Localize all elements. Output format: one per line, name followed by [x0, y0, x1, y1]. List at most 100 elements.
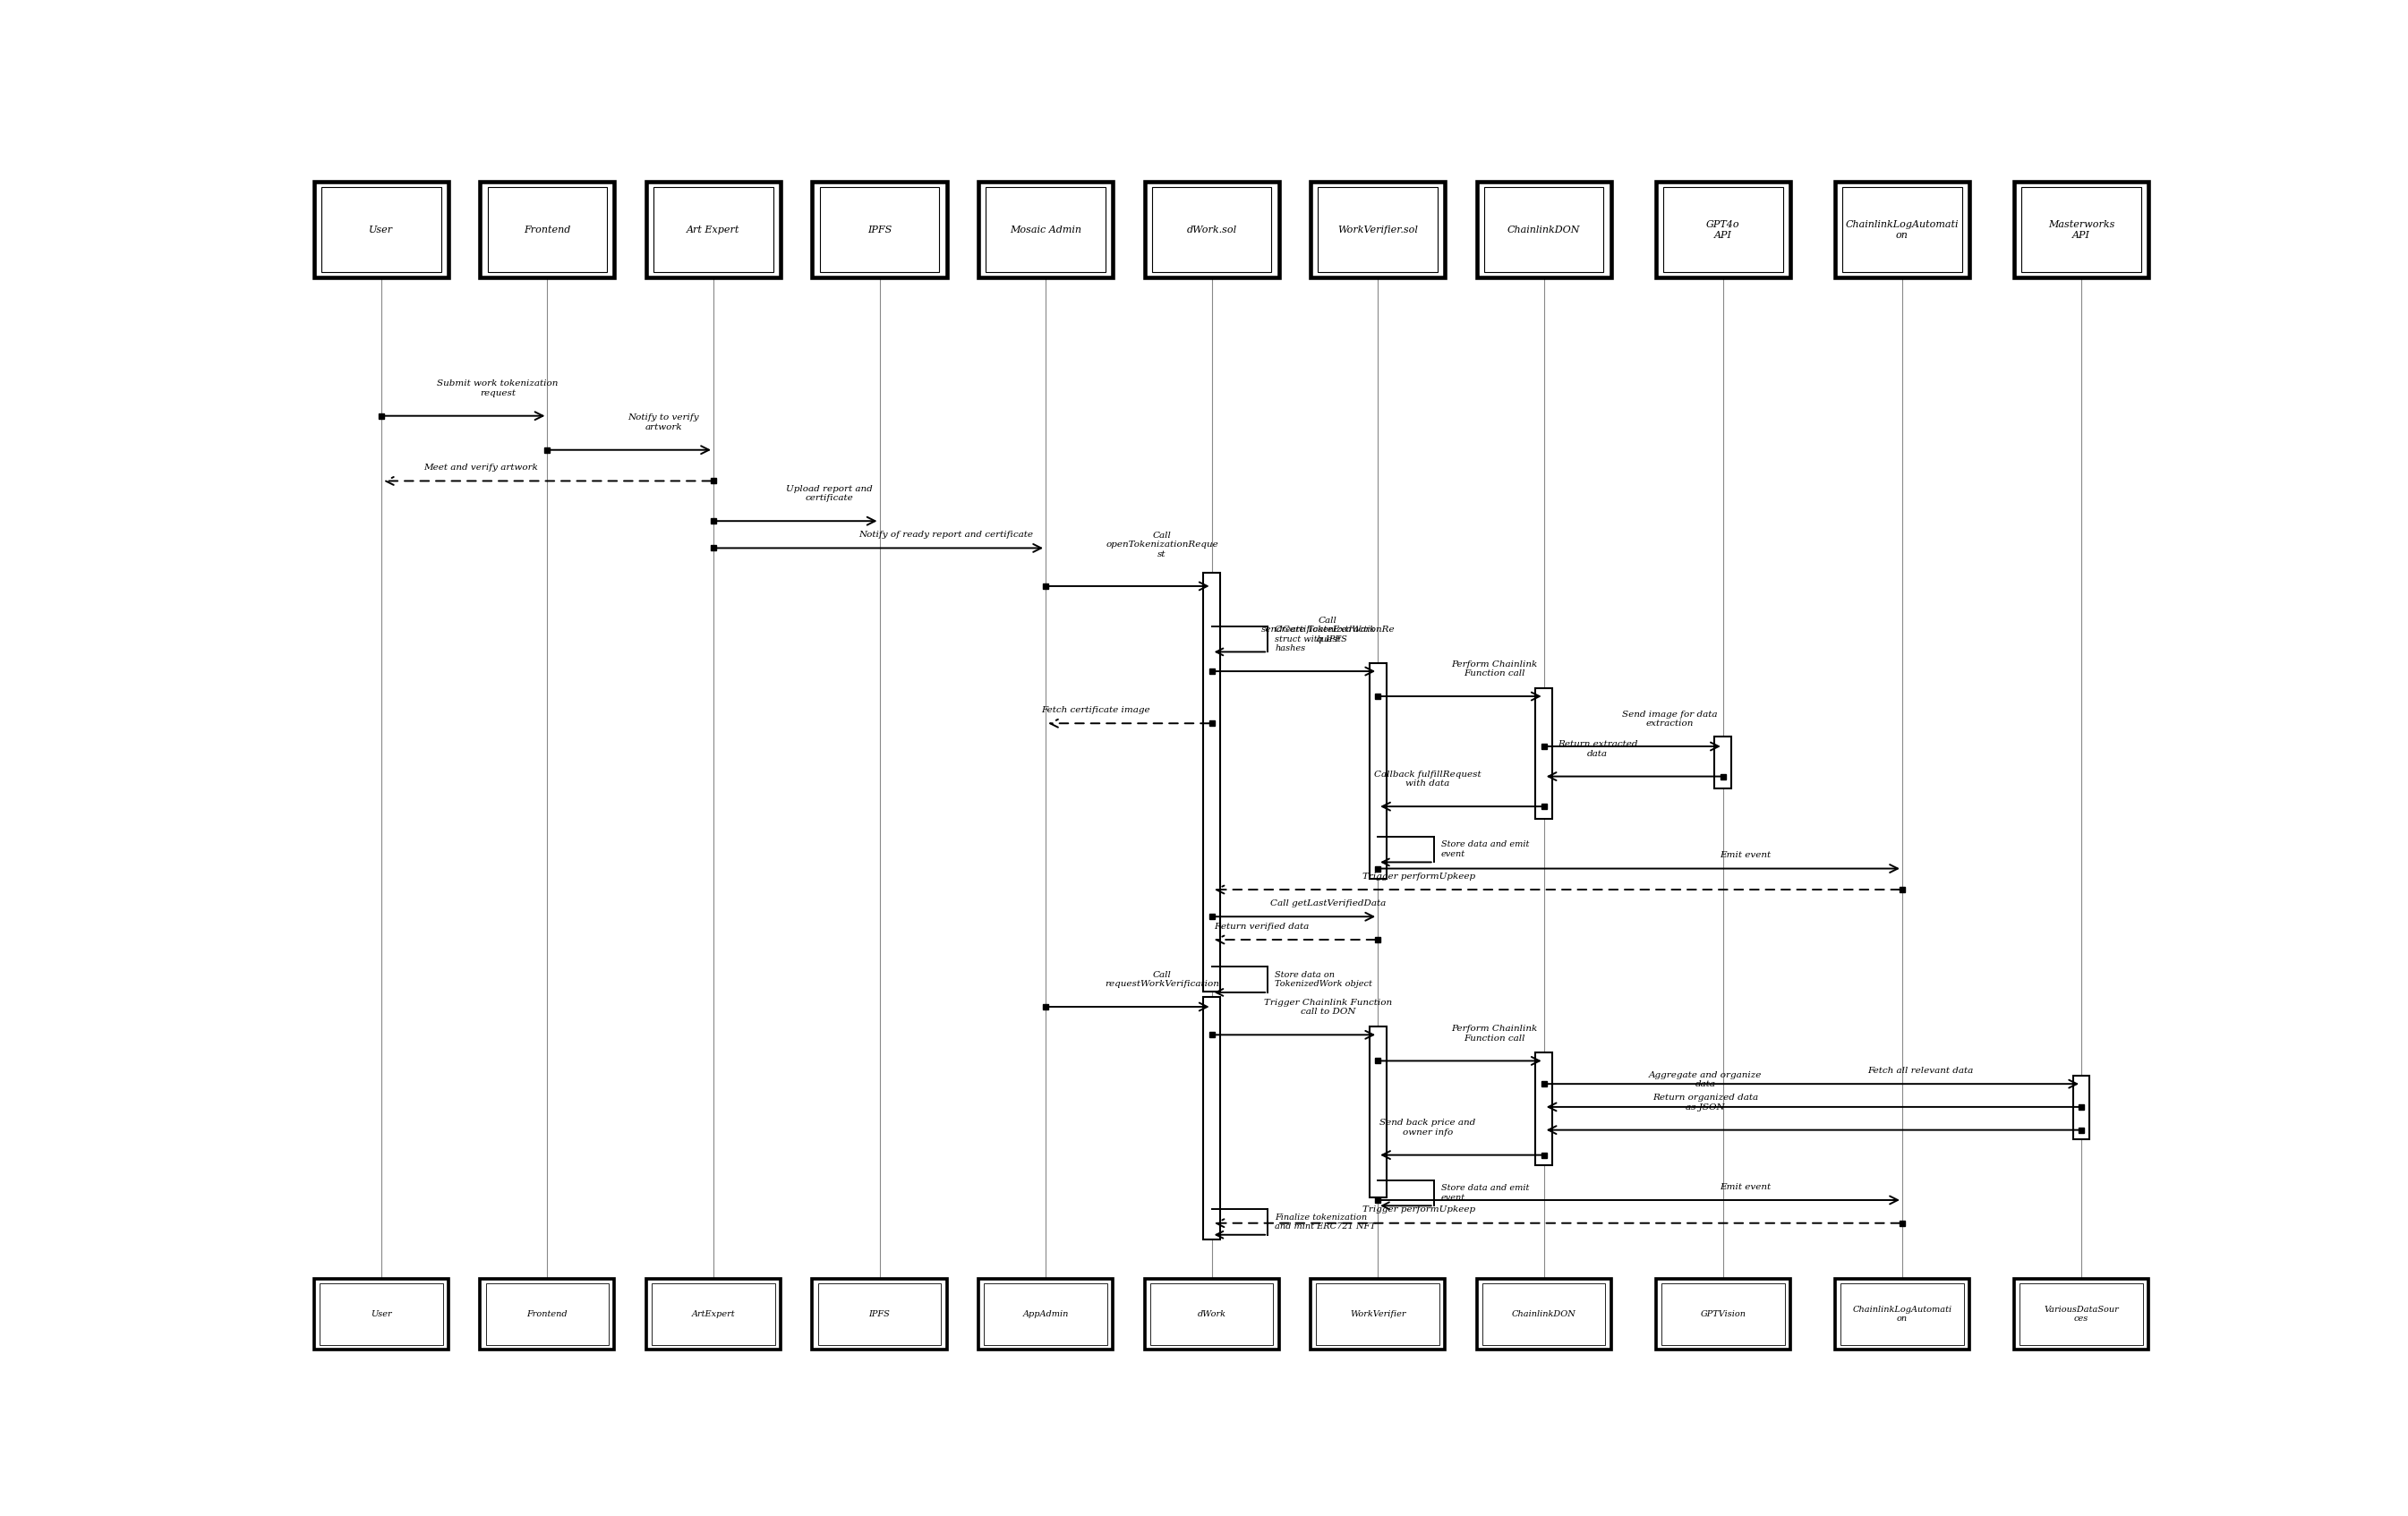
Text: Send image for data
extraction: Send image for data extraction	[1621, 711, 1717, 728]
Bar	[313, 182, 448, 277]
Text: Store data and emit
event: Store data and emit event	[1442, 841, 1529, 858]
Bar	[1657, 182, 1789, 277]
Text: Call
openTokenizationReque
st: Call openTokenizationReque st	[1105, 532, 1218, 558]
Bar	[1840, 1284, 1965, 1345]
Bar	[2020, 1284, 2143, 1345]
Text: User: User	[371, 1310, 393, 1319]
Text: ArtExpert: ArtExpert	[691, 1310, 734, 1319]
Bar	[985, 1284, 1108, 1345]
Text: WorkVerifier: WorkVerifier	[1351, 1310, 1406, 1319]
Text: Trigger performUpkeep: Trigger performUpkeep	[1363, 1205, 1476, 1214]
Bar	[653, 188, 773, 273]
Text: Aggregate and organize
data: Aggregate and organize data	[1649, 1070, 1763, 1088]
Text: Trigger performUpkeep: Trigger performUpkeep	[1363, 872, 1476, 881]
Bar	[313, 1280, 448, 1349]
Bar	[811, 182, 946, 277]
Text: Art Expert: Art Expert	[686, 226, 739, 235]
Text: dWork.sol: dWork.sol	[1187, 226, 1238, 235]
Bar	[985, 188, 1105, 273]
Bar	[1144, 182, 1279, 277]
Text: Store data on
TokenizedWork object: Store data on TokenizedWork object	[1276, 970, 1373, 988]
Text: Return extracted
data: Return extracted data	[1558, 740, 1637, 758]
Text: Masterworks
API: Masterworks API	[2049, 220, 2114, 240]
Bar	[1536, 1052, 1553, 1164]
Bar	[1370, 662, 1387, 879]
Text: Finalize tokenization
and mint ERC721 NFT: Finalize tokenization and mint ERC721 NF…	[1276, 1213, 1375, 1231]
Text: ChainlinkDON: ChainlinkDON	[1512, 1310, 1575, 1319]
Bar	[1151, 1284, 1274, 1345]
Bar	[1662, 1284, 1784, 1345]
Bar	[1664, 188, 1782, 273]
Bar	[2073, 1076, 2090, 1139]
Bar	[1483, 1284, 1606, 1345]
Bar	[1657, 1280, 1789, 1349]
Bar	[1476, 182, 1611, 277]
Bar	[479, 1280, 614, 1349]
Text: WorkVerifier.sol: WorkVerifier.sol	[1336, 226, 1418, 235]
Bar	[978, 182, 1112, 277]
Bar	[1310, 182, 1445, 277]
Text: Perform Chainlink
Function call: Perform Chainlink Function call	[1452, 1025, 1536, 1041]
Bar	[1204, 996, 1221, 1239]
Bar	[1483, 188, 1604, 273]
Text: Notify of ready report and certificate: Notify of ready report and certificate	[860, 531, 1033, 538]
Text: User: User	[368, 226, 393, 235]
Bar	[645, 1280, 780, 1349]
Bar	[1317, 1284, 1440, 1345]
Text: Return organized data
as JSON: Return organized data as JSON	[1652, 1095, 1758, 1111]
Bar	[479, 182, 614, 277]
Text: ChainlinkLogAutomati
on: ChainlinkLogAutomati on	[1845, 220, 1958, 240]
Bar	[1151, 188, 1271, 273]
Bar	[1317, 188, 1438, 273]
Text: dWork: dWork	[1197, 1310, 1226, 1319]
Bar	[1476, 1280, 1611, 1349]
Text: Call getLastVerifiedData: Call getLastVerifiedData	[1269, 899, 1387, 907]
Text: Send back price and
owner info: Send back price and owner info	[1380, 1119, 1476, 1137]
Bar	[323, 188, 441, 273]
Bar	[1310, 1280, 1445, 1349]
Bar	[819, 1284, 942, 1345]
Text: ChainlinkDON: ChainlinkDON	[1507, 226, 1580, 235]
Text: Trigger Chainlink Function
call to DON: Trigger Chainlink Function call to DON	[1264, 999, 1392, 1016]
Text: VariousDataSour
ces: VariousDataSour ces	[2044, 1305, 2119, 1323]
Text: Frontend: Frontend	[525, 226, 571, 235]
Text: Return verified data: Return verified data	[1214, 922, 1310, 931]
Text: Fetch certificate image: Fetch certificate image	[1040, 706, 1151, 714]
Bar	[811, 1280, 946, 1349]
Bar	[1204, 573, 1221, 991]
Text: Meet and verify artwork: Meet and verify artwork	[424, 464, 537, 471]
Bar	[1370, 1026, 1387, 1198]
Bar	[486, 188, 607, 273]
Bar	[645, 182, 780, 277]
Text: AppAdmin: AppAdmin	[1023, 1310, 1069, 1319]
Text: Emit event: Emit event	[1719, 1182, 1770, 1190]
Text: IPFS: IPFS	[869, 1310, 891, 1319]
Text: Callback fulfillRequest
with data: Callback fulfillRequest with data	[1375, 770, 1481, 788]
Bar	[1714, 737, 1731, 788]
Text: Call
sendCertificateExtractionRe
quest: Call sendCertificateExtractionRe quest	[1262, 617, 1394, 643]
Text: Frontend: Frontend	[527, 1310, 568, 1319]
Bar	[1835, 182, 1970, 277]
Bar	[1842, 188, 1963, 273]
Text: Call
requestWorkVerification: Call requestWorkVerification	[1105, 970, 1218, 988]
Bar	[978, 1280, 1112, 1349]
Text: Submit work tokenization
request: Submit work tokenization request	[436, 381, 559, 397]
Bar	[2013, 182, 2148, 277]
Bar	[486, 1284, 609, 1345]
Text: Create TokenizedWork
struct with IPFS
hashes: Create TokenizedWork struct with IPFS ha…	[1276, 626, 1375, 652]
Bar	[1536, 688, 1553, 819]
Text: Store data and emit
event: Store data and emit event	[1442, 1184, 1529, 1202]
Text: Mosaic Admin: Mosaic Admin	[1009, 226, 1081, 235]
Bar	[1144, 1280, 1279, 1349]
Text: Emit event: Emit event	[1719, 850, 1770, 860]
Text: Upload report and
certificate: Upload report and certificate	[787, 485, 874, 502]
Text: GPTVision: GPTVision	[1700, 1310, 1746, 1319]
Text: Fetch all relevant data: Fetch all relevant data	[1866, 1066, 1972, 1075]
Text: ChainlinkLogAutomati
on: ChainlinkLogAutomati on	[1852, 1305, 1953, 1323]
Bar	[2013, 1280, 2148, 1349]
Bar	[819, 188, 939, 273]
Text: IPFS: IPFS	[867, 226, 891, 235]
Bar	[320, 1284, 443, 1345]
Text: Notify to verify
artwork: Notify to verify artwork	[628, 414, 698, 431]
Text: GPT4o
API: GPT4o API	[1707, 220, 1741, 240]
